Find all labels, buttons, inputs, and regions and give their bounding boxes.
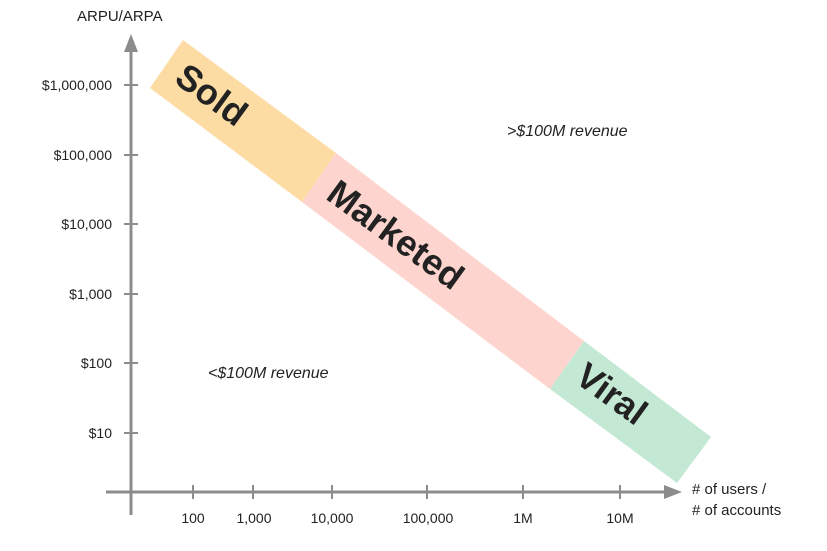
x-axis-arrow-icon bbox=[664, 485, 682, 499]
y-tick-label: $1,000 bbox=[69, 286, 112, 302]
x-tick-label: 100 bbox=[181, 510, 205, 526]
x-tick-label: 10,000 bbox=[311, 510, 354, 526]
x-tick-label: 10M bbox=[606, 510, 633, 526]
x-axis-title-line2: # of accounts bbox=[692, 502, 781, 519]
x-ticks: 100 1,000 10,000 100,000 1M 10M bbox=[181, 485, 634, 526]
y-ticks: $1,000,000 $100,000 $10,000 $1,000 $100 … bbox=[42, 77, 138, 441]
y-tick-label: $10,000 bbox=[61, 216, 112, 232]
bands bbox=[150, 40, 711, 483]
band-sold bbox=[150, 40, 336, 202]
region-label-lower: <$100M revenue bbox=[208, 365, 329, 382]
y-tick-label: $100,000 bbox=[54, 147, 113, 163]
y-axis-arrow-icon bbox=[124, 34, 138, 52]
y-tick-label: $10 bbox=[89, 425, 113, 441]
y-axis-title: ARPU/ARPA bbox=[77, 8, 163, 25]
region-label-upper: >$100M revenue bbox=[507, 123, 628, 140]
y-tick-label: $1,000,000 bbox=[42, 77, 112, 93]
band-marketed bbox=[302, 153, 584, 389]
band-label-marketed: Marketed bbox=[320, 172, 472, 298]
x-tick-label: 1M bbox=[513, 510, 532, 526]
band-viral bbox=[550, 341, 711, 483]
x-tick-label: 1,000 bbox=[236, 510, 271, 526]
x-axis-title-line1: # of users / bbox=[692, 481, 767, 498]
y-tick-label: $100 bbox=[81, 355, 112, 371]
axes bbox=[106, 34, 682, 515]
x-tick-label: 100,000 bbox=[403, 510, 454, 526]
